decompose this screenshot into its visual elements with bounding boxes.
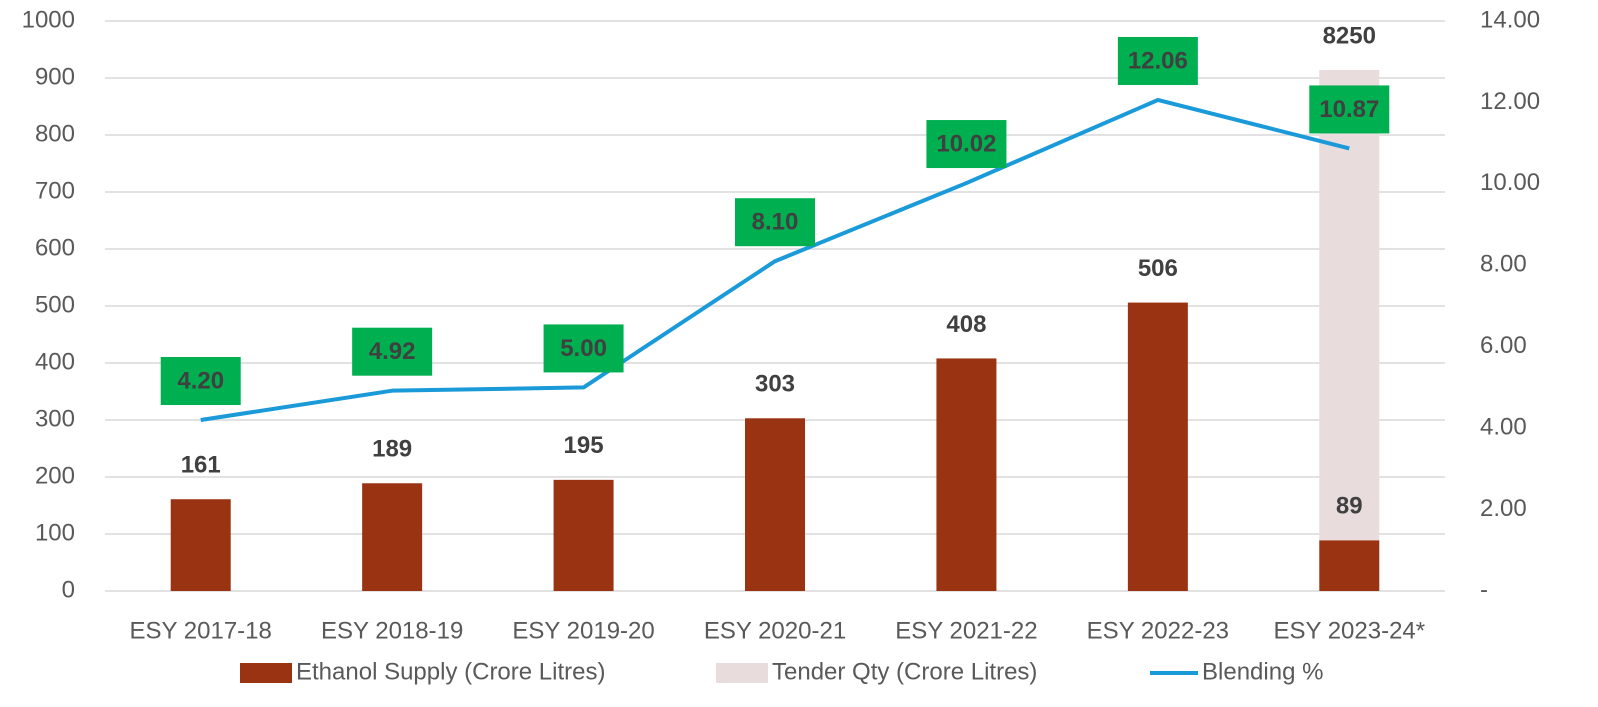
- label-box: [1117, 36, 1198, 85]
- y-tick-label: 600: [35, 234, 75, 261]
- data-label: 8.10: [752, 209, 799, 236]
- data-label: 8250: [1323, 22, 1376, 49]
- bar: [362, 483, 423, 591]
- legend-label: Blending %: [1202, 658, 1323, 685]
- bar: [1319, 540, 1380, 591]
- bar: [936, 358, 997, 591]
- data-label: 506: [1138, 255, 1178, 282]
- y2-tick-label: 10.00: [1480, 169, 1540, 196]
- data-label: 161: [181, 452, 221, 479]
- x-tick-label: ESY 2022-23: [1087, 617, 1229, 644]
- y-tick-label: 100: [35, 519, 75, 546]
- y-tick-label: 300: [35, 405, 75, 432]
- y-tick-label: 200: [35, 462, 75, 489]
- data-label: 5.00: [560, 335, 607, 362]
- y2-tick-label: 2.00: [1480, 495, 1527, 522]
- label-box: [735, 198, 815, 247]
- y-tick-label: 0: [62, 576, 75, 603]
- x-tick-label: ESY 2020-21: [704, 617, 846, 644]
- bar: [1319, 70, 1380, 541]
- x-tick-label: ESY 2018-19: [321, 617, 463, 644]
- y-tick-label: 700: [35, 177, 75, 204]
- data-label: 12.06: [1128, 47, 1188, 74]
- y2-tick-label: 6.00: [1480, 332, 1527, 359]
- x-tick-label: ESY 2023-24*: [1273, 617, 1425, 644]
- line: [200, 97, 1350, 422]
- legend-label: Tender Qty (Crore Litres): [772, 658, 1037, 685]
- data-label: 89: [1336, 493, 1363, 520]
- label-box: [926, 120, 1007, 169]
- data-label: 303: [755, 371, 795, 398]
- data-label: 195: [564, 432, 604, 459]
- y-tick-label: 1000: [22, 6, 75, 33]
- label-box: [160, 357, 241, 405]
- bar: [745, 418, 805, 591]
- bar: [170, 499, 231, 591]
- y2-tick-label: 8.00: [1480, 251, 1527, 278]
- y-tick-label: 400: [35, 348, 75, 375]
- data-label: 10.02: [936, 130, 996, 157]
- label-box: [543, 324, 624, 373]
- data-label: 4.92: [369, 338, 416, 365]
- y2-tick-label: -: [1480, 576, 1488, 603]
- y2-tick-label: 12.00: [1480, 88, 1540, 115]
- bar: [1127, 302, 1188, 591]
- label-box: [1309, 85, 1390, 134]
- y-tick-label: 900: [35, 63, 75, 90]
- data-label: 10.87: [1319, 96, 1379, 123]
- x-tick-label: ESY 2019-20: [512, 617, 654, 644]
- data-label: 189: [372, 436, 412, 463]
- label-box: [352, 327, 433, 376]
- x-tick-label: ESY 2021-22: [895, 617, 1037, 644]
- legend-swatch: [716, 663, 768, 683]
- x-tick-label: ESY 2017-18: [130, 617, 272, 644]
- data-label: 408: [946, 311, 986, 338]
- legend-label: Ethanol Supply (Crore Litres): [296, 658, 605, 685]
- bar: [553, 479, 614, 591]
- y-tick-label: 500: [35, 291, 75, 318]
- data-label: 4.20: [177, 367, 224, 394]
- y-tick-label: 800: [35, 120, 75, 147]
- y2-tick-label: 4.00: [1480, 413, 1527, 440]
- legend-swatch: [240, 663, 292, 683]
- y2-tick-label: 14.00: [1480, 6, 1540, 33]
